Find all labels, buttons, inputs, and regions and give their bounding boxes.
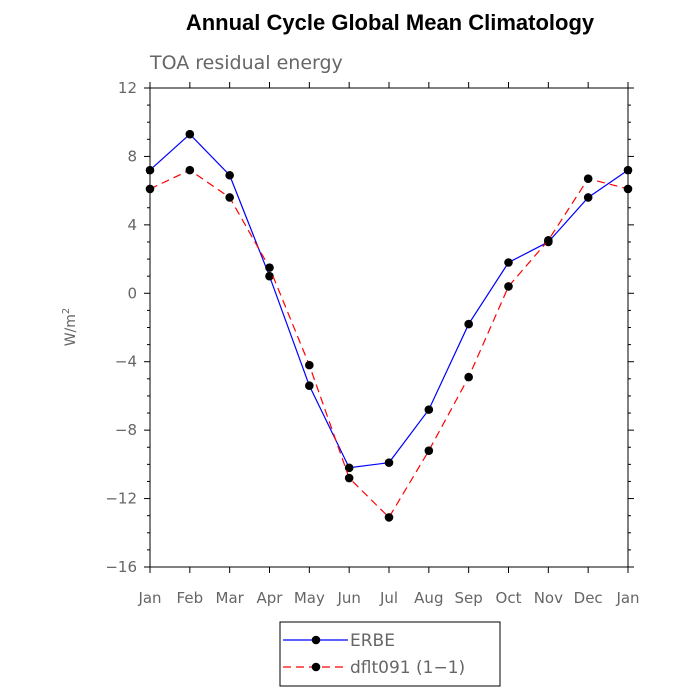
y-tick-label: −4 — [115, 353, 137, 371]
series-0-point — [265, 271, 274, 281]
legend-label-1: dflt091 (1−1) — [350, 658, 465, 678]
x-tick-label: Jan — [615, 589, 639, 607]
series-1-point — [583, 174, 593, 183]
series-1-point — [185, 165, 195, 175]
x-tick-label: Apr — [257, 589, 284, 607]
series-line-0 — [149, 133, 629, 469]
series-1-point — [265, 263, 274, 272]
series-0-point — [623, 165, 633, 175]
y-tick-label: 12 — [118, 79, 137, 97]
x-tick-label: Jan — [137, 589, 161, 607]
series-1-point — [145, 184, 155, 194]
series-0-point — [305, 381, 314, 390]
series-1-point — [344, 473, 354, 483]
x-tick-label: Jul — [379, 589, 398, 607]
legend-marker-0 — [311, 635, 321, 645]
y-tick-label: 4 — [127, 216, 137, 234]
series-0-point — [583, 193, 593, 202]
series-0-point — [145, 165, 155, 175]
series-1-point — [384, 513, 394, 522]
series-1-point — [305, 360, 314, 370]
legend-marker-1 — [311, 662, 321, 672]
x-tick-label: Dec — [574, 589, 603, 607]
y-tick-label: 8 — [127, 147, 137, 165]
plot-frame — [149, 87, 629, 568]
x-tick-label: Jun — [336, 589, 360, 607]
y-tick-label: −8 — [115, 421, 137, 439]
x-tick-label: Aug — [414, 589, 443, 607]
legend-label-0: ERBE — [350, 631, 395, 651]
series-1-point — [504, 282, 513, 291]
series-1-point — [464, 372, 473, 382]
chart-title: Annual Cycle Global Mean Climatology — [186, 10, 595, 35]
x-tick-label: Mar — [216, 589, 245, 607]
legend-box — [279, 621, 501, 687]
series-0-point — [424, 405, 434, 414]
series-1-point — [623, 184, 633, 194]
series-0-point — [504, 258, 513, 267]
x-tick-label: Oct — [496, 589, 522, 607]
chart-subtitle: TOA residual energy — [149, 52, 343, 74]
y-tick-label: −16 — [105, 558, 137, 576]
x-tick-label: May — [294, 589, 325, 607]
series-1-point — [544, 235, 553, 245]
series-0-point — [344, 463, 354, 473]
plot-area — [145, 129, 633, 522]
series-0-point — [384, 458, 394, 467]
series-0-point — [225, 170, 234, 180]
x-tick-label: Sep — [455, 589, 483, 607]
series-0-point — [464, 319, 473, 329]
x-tick-label: Nov — [534, 589, 563, 607]
series-0-point — [185, 129, 195, 139]
legend: ERBE dflt091 (1−1) — [279, 621, 501, 687]
y-tick-label: 0 — [127, 284, 137, 302]
x-tick-label: Feb — [177, 589, 204, 607]
y-axis-title: W/m2 — [61, 308, 79, 347]
series-1-point — [225, 193, 234, 202]
series-1-point — [424, 446, 434, 455]
y-tick-label: −12 — [105, 490, 137, 508]
